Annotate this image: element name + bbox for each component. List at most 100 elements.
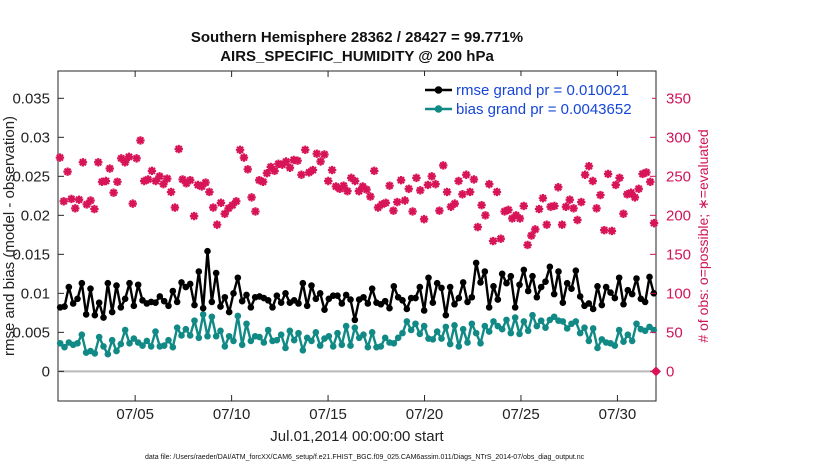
obs-point xyxy=(527,231,536,240)
obs-point xyxy=(600,225,609,235)
obs-point xyxy=(94,158,103,167)
bias-series xyxy=(56,311,658,358)
rmse-point xyxy=(511,304,519,311)
obs-point xyxy=(212,220,222,229)
rmse-point xyxy=(529,272,536,280)
rmse-point xyxy=(498,270,506,278)
obs-point xyxy=(615,173,624,183)
obs-point xyxy=(427,172,436,181)
obs-point xyxy=(550,201,559,211)
obs-point xyxy=(354,186,364,196)
bias-point xyxy=(433,328,441,335)
bias-point xyxy=(394,334,402,342)
obs-point xyxy=(228,200,237,210)
plot-layer xyxy=(55,136,661,377)
obs-point xyxy=(166,187,176,197)
bias-point xyxy=(260,339,268,346)
bias-point xyxy=(61,343,68,351)
rmse-point xyxy=(134,281,142,289)
obs-point xyxy=(573,215,582,225)
rmse-point xyxy=(464,298,471,306)
rmse-point xyxy=(646,273,653,281)
obs-point xyxy=(385,181,394,190)
obs-point xyxy=(320,150,329,159)
rmse-point xyxy=(299,279,307,287)
y-right-tick-label: 350 xyxy=(666,90,691,107)
bias-point xyxy=(212,332,220,340)
obs-point xyxy=(324,176,333,186)
obs-point xyxy=(465,187,475,197)
y-tick-label: 0.01 xyxy=(21,285,50,302)
bias-point xyxy=(490,318,497,325)
obs-point xyxy=(496,234,505,243)
obs-point xyxy=(646,177,655,186)
rmse-point xyxy=(624,286,632,294)
chart-subtitle: AIRS_SPECIFIC_HUMIDITY @ 200 hPa xyxy=(220,48,494,65)
obs-point xyxy=(74,195,84,204)
rmse-point xyxy=(156,293,164,300)
rmse-point xyxy=(559,299,567,307)
bias-point xyxy=(342,322,350,330)
bias-point xyxy=(91,350,99,357)
bias-point xyxy=(429,336,437,343)
data-file-footnote: data file: /Users/raeder/DAI/ATM_forcXX/… xyxy=(145,454,585,461)
bias-point xyxy=(247,337,255,345)
rmse-point xyxy=(451,300,458,308)
bias-point xyxy=(208,313,216,321)
obs-point xyxy=(59,197,68,206)
obs-point xyxy=(120,158,130,167)
bias-point xyxy=(438,335,445,342)
bias-point xyxy=(390,339,398,347)
obs-point xyxy=(642,168,651,177)
rmse-point xyxy=(282,290,289,297)
bias-point xyxy=(576,329,584,337)
x-tick-label: 07/30 xyxy=(599,406,637,423)
bias-point xyxy=(334,329,341,337)
obs-point xyxy=(105,164,114,173)
rmse-point xyxy=(425,274,432,282)
bias-point xyxy=(381,334,389,342)
obs-point xyxy=(155,172,164,181)
obs-point xyxy=(117,154,126,163)
rmse-point xyxy=(199,304,207,312)
obs-point xyxy=(488,236,498,246)
y-right-tick-label: 150 xyxy=(666,246,691,263)
obs-point xyxy=(477,200,486,210)
obs-point xyxy=(312,149,321,158)
obs-point xyxy=(316,157,325,166)
obs-point xyxy=(239,153,249,162)
obs-point xyxy=(485,179,494,189)
obs-point xyxy=(182,179,191,188)
rmse-point xyxy=(594,283,601,290)
bias-point xyxy=(173,324,181,331)
obs-point xyxy=(638,169,647,179)
rmse-point xyxy=(472,259,480,267)
rmse-point xyxy=(121,295,129,303)
obs-point xyxy=(404,184,413,194)
obs-point xyxy=(389,206,398,215)
obs-point xyxy=(534,204,544,214)
obs-point xyxy=(481,211,490,220)
obs-point xyxy=(538,193,548,203)
rmse-point xyxy=(208,298,216,306)
rmse-point xyxy=(416,283,424,291)
obs-point xyxy=(327,165,337,175)
y-right-tick-label: 200 xyxy=(666,207,691,224)
rmse-point xyxy=(516,281,523,289)
bias-point xyxy=(472,329,480,337)
obs-point xyxy=(462,170,471,179)
y-tick-label: 0.005 xyxy=(12,324,50,341)
rmse-point xyxy=(364,300,372,307)
bias-point xyxy=(615,326,623,334)
bias-point xyxy=(147,343,155,350)
obs-point xyxy=(634,184,643,194)
rmse-point xyxy=(611,294,619,302)
legend-bias-label: bias grand pr = 0.0043652 xyxy=(456,101,632,118)
y-right-tick-label: 100 xyxy=(666,285,691,302)
obs-point xyxy=(220,209,229,218)
obs-point xyxy=(67,194,76,204)
obs-point xyxy=(308,165,318,175)
obs-point xyxy=(350,176,360,186)
rmse-point xyxy=(620,300,627,308)
obs-point xyxy=(607,226,617,236)
